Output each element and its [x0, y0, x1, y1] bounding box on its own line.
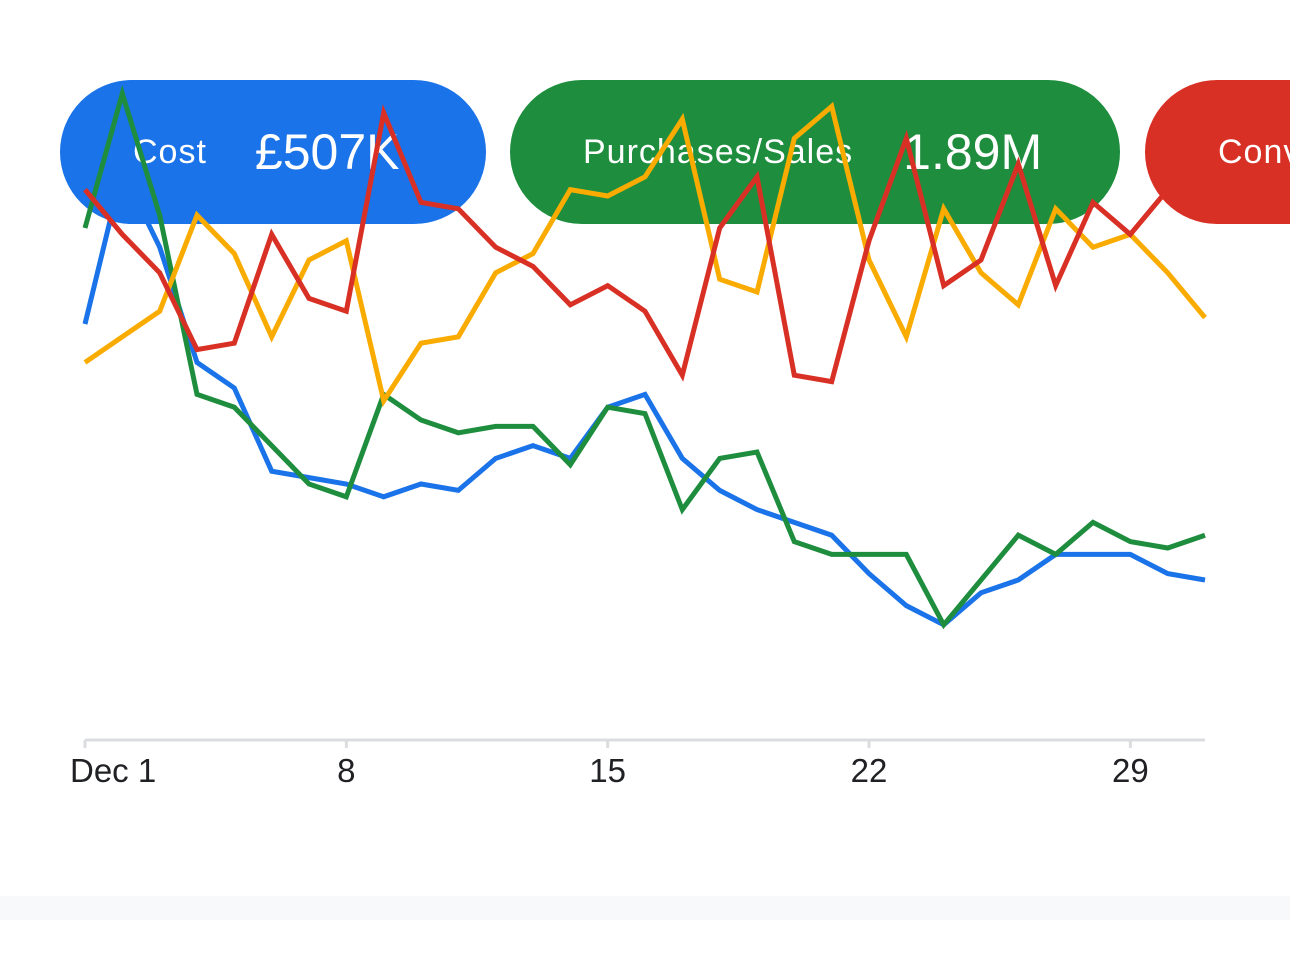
purchases-label: Purchases/Sales [583, 132, 854, 171]
series-line-3 [83, 101, 1207, 408]
conversions-metric-chip[interactable]: Conv [1145, 80, 1290, 224]
x-tick-label: Dec 1 [70, 752, 156, 789]
purchases-metric-chip[interactable]: Purchases/Sales 1.89M [510, 80, 1120, 224]
conversions-label: Conv [1218, 132, 1290, 171]
series-line-2 [82, 84, 1206, 630]
x-tick-label: 29 [1112, 752, 1149, 789]
x-tick-label: 22 [851, 752, 888, 789]
series-line-4 [83, 104, 1208, 385]
x-tick-label: 15 [589, 752, 626, 789]
x-tick-label: 8 [337, 752, 355, 789]
footer-divider [0, 896, 1290, 920]
series-line-1 [82, 163, 1206, 628]
